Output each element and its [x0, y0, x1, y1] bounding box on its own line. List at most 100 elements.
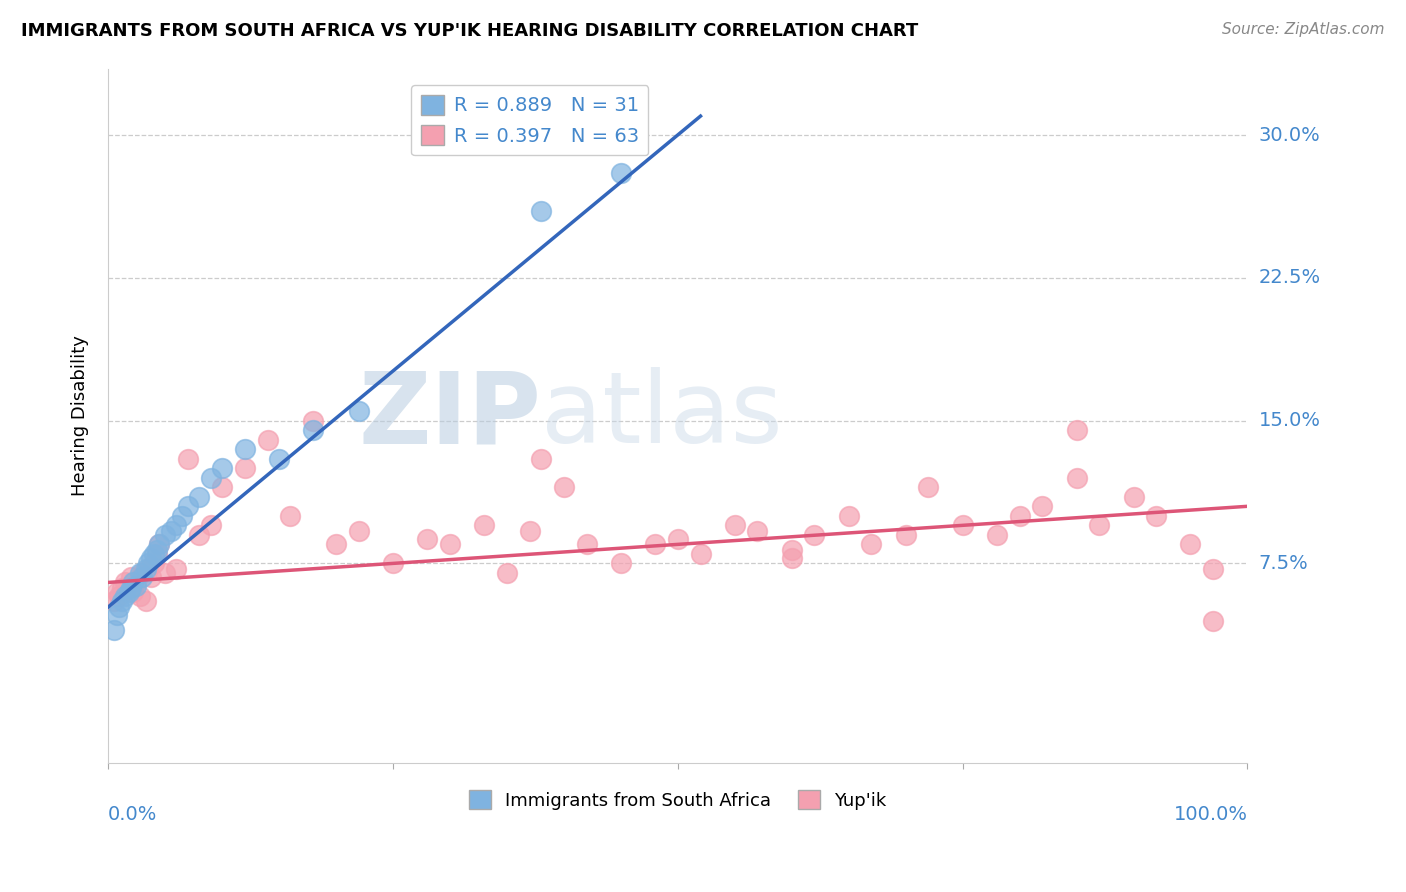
Text: IMMIGRANTS FROM SOUTH AFRICA VS YUP'IK HEARING DISABILITY CORRELATION CHART: IMMIGRANTS FROM SOUTH AFRICA VS YUP'IK H…: [21, 22, 918, 40]
Point: [114, 575, 136, 590]
Point: [135, 562, 157, 576]
Point: [666, 532, 689, 546]
Point: [233, 461, 256, 475]
Point: [495, 566, 517, 580]
Point: [131, 566, 153, 580]
Point: [1008, 508, 1031, 523]
Point: [644, 537, 666, 551]
Point: [347, 524, 370, 538]
Point: [128, 589, 150, 603]
Point: [128, 566, 150, 580]
Point: [141, 550, 163, 565]
Point: [165, 518, 187, 533]
Point: [689, 547, 711, 561]
Point: [1202, 614, 1225, 628]
Point: [148, 537, 170, 551]
Text: atlas: atlas: [541, 368, 783, 465]
Point: [1180, 537, 1202, 551]
Point: [105, 585, 128, 599]
Point: [148, 537, 170, 551]
Text: 0.0%: 0.0%: [108, 805, 157, 824]
Point: [136, 557, 159, 571]
Text: 30.0%: 30.0%: [1258, 126, 1320, 145]
Point: [838, 508, 860, 523]
Point: [381, 557, 404, 571]
Legend: Immigrants from South Africa, Yup'ik: Immigrants from South Africa, Yup'ik: [461, 783, 894, 817]
Point: [747, 524, 769, 538]
Point: [553, 480, 575, 494]
Point: [153, 566, 176, 580]
Point: [200, 471, 222, 485]
Point: [1066, 423, 1088, 437]
Point: [472, 518, 495, 533]
Point: [122, 585, 145, 599]
Point: [610, 557, 633, 571]
Point: [122, 575, 145, 590]
Point: [153, 528, 176, 542]
Point: [170, 508, 193, 523]
Point: [267, 451, 290, 466]
Point: [131, 570, 153, 584]
Point: [146, 547, 169, 561]
Point: [1031, 500, 1053, 514]
Point: [575, 537, 598, 551]
Y-axis label: Hearing Disability: Hearing Disability: [72, 335, 89, 496]
Text: 22.5%: 22.5%: [1258, 268, 1320, 287]
Point: [302, 423, 325, 437]
Point: [530, 451, 553, 466]
Point: [211, 461, 233, 475]
Point: [120, 570, 142, 584]
Point: [188, 528, 211, 542]
Point: [1066, 471, 1088, 485]
Point: [302, 414, 325, 428]
Point: [142, 557, 165, 571]
Point: [108, 589, 131, 603]
Point: [159, 524, 181, 538]
Point: [111, 581, 134, 595]
Point: [780, 550, 803, 565]
Point: [200, 518, 222, 533]
Point: [114, 589, 136, 603]
Text: 100.0%: 100.0%: [1174, 805, 1247, 824]
Point: [125, 575, 148, 590]
Text: 15.0%: 15.0%: [1258, 411, 1320, 430]
Point: [141, 570, 163, 584]
Point: [986, 528, 1008, 542]
Point: [1122, 490, 1144, 504]
Point: [233, 442, 256, 457]
Text: ZIP: ZIP: [359, 368, 541, 465]
Point: [177, 451, 200, 466]
Point: [165, 562, 187, 576]
Point: [188, 490, 211, 504]
Point: [917, 480, 939, 494]
Point: [142, 547, 165, 561]
Point: [211, 480, 233, 494]
Point: [103, 594, 125, 608]
Point: [120, 581, 142, 595]
Point: [136, 562, 159, 576]
Point: [780, 543, 803, 558]
Point: [325, 537, 347, 551]
Point: [117, 585, 139, 599]
Point: [894, 528, 917, 542]
Point: [803, 528, 825, 542]
Text: 7.5%: 7.5%: [1258, 554, 1309, 573]
Point: [103, 623, 125, 637]
Point: [1088, 518, 1111, 533]
Point: [105, 607, 128, 622]
Point: [125, 579, 148, 593]
Point: [117, 579, 139, 593]
Point: [530, 204, 553, 219]
Point: [860, 537, 883, 551]
Point: [519, 524, 541, 538]
Point: [1144, 508, 1167, 523]
Point: [347, 404, 370, 418]
Point: [135, 594, 157, 608]
Point: [416, 532, 439, 546]
Point: [952, 518, 974, 533]
Point: [111, 594, 134, 608]
Point: [256, 433, 278, 447]
Point: [724, 518, 747, 533]
Point: [177, 500, 200, 514]
Point: [610, 166, 633, 180]
